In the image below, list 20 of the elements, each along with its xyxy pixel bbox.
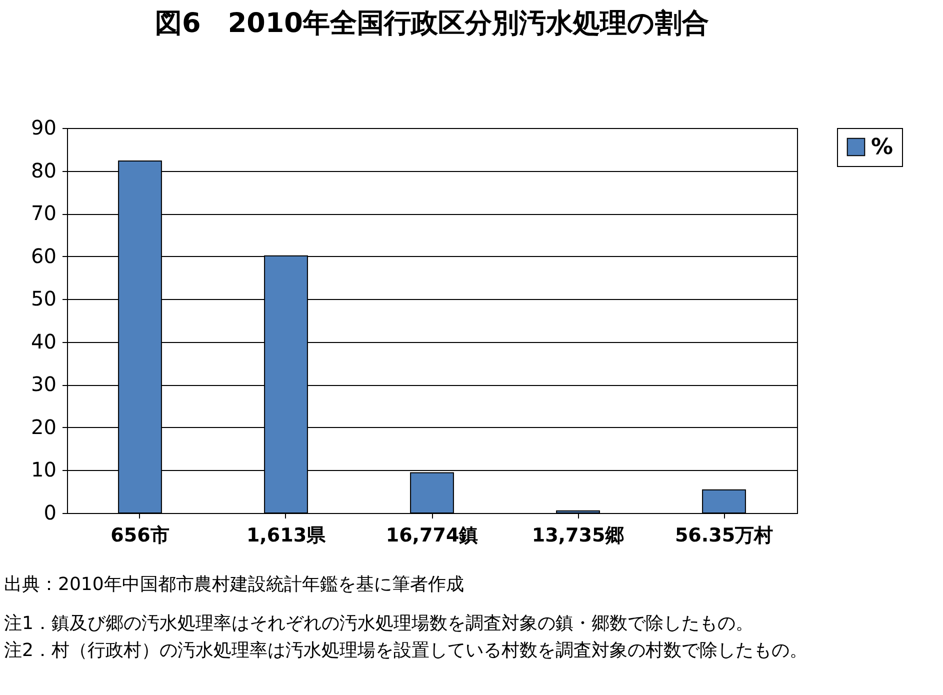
y-tick-label: 70 bbox=[31, 201, 56, 226]
x-tick-label: 13,735郷 bbox=[532, 524, 624, 546]
legend-label: % bbox=[871, 135, 894, 160]
source-note: 出典：2010年中国都市農村建設統計年鑑を基に筆者作成 bbox=[4, 573, 465, 597]
y-tick-label: 10 bbox=[31, 458, 56, 482]
x-tick-label: 1,613県 bbox=[246, 524, 327, 546]
y-tick-label: 60 bbox=[31, 244, 56, 268]
x-tick-label: 656市 bbox=[110, 524, 170, 546]
y-tick-label: 50 bbox=[31, 286, 56, 311]
y-tick-label: 40 bbox=[31, 329, 56, 354]
y-tick-label: 20 bbox=[31, 414, 56, 439]
chart-title: 図6 2010年全国行政区分別汚水処理の割合 bbox=[155, 8, 709, 39]
text: 注2．村（行政村）の汚水処理率は汚水処理場を設置している村数を調査対象の村数で除したもの。 bbox=[4, 639, 808, 663]
x-tick-label: 56.35万村 bbox=[674, 524, 774, 546]
y-tick-label: 80 bbox=[31, 158, 56, 182]
y-tick-label: 90 bbox=[31, 116, 56, 140]
x-tick-label: 16,774鎮 bbox=[386, 524, 478, 546]
y-tick-label: 0 bbox=[44, 500, 56, 524]
text: 注1．鎮及び郷の汚水処理率はそれぞれの汚水処理場数を調査対象の鎮・郷数で除したもの。 bbox=[4, 612, 754, 636]
y-tick-label: 30 bbox=[31, 372, 56, 396]
